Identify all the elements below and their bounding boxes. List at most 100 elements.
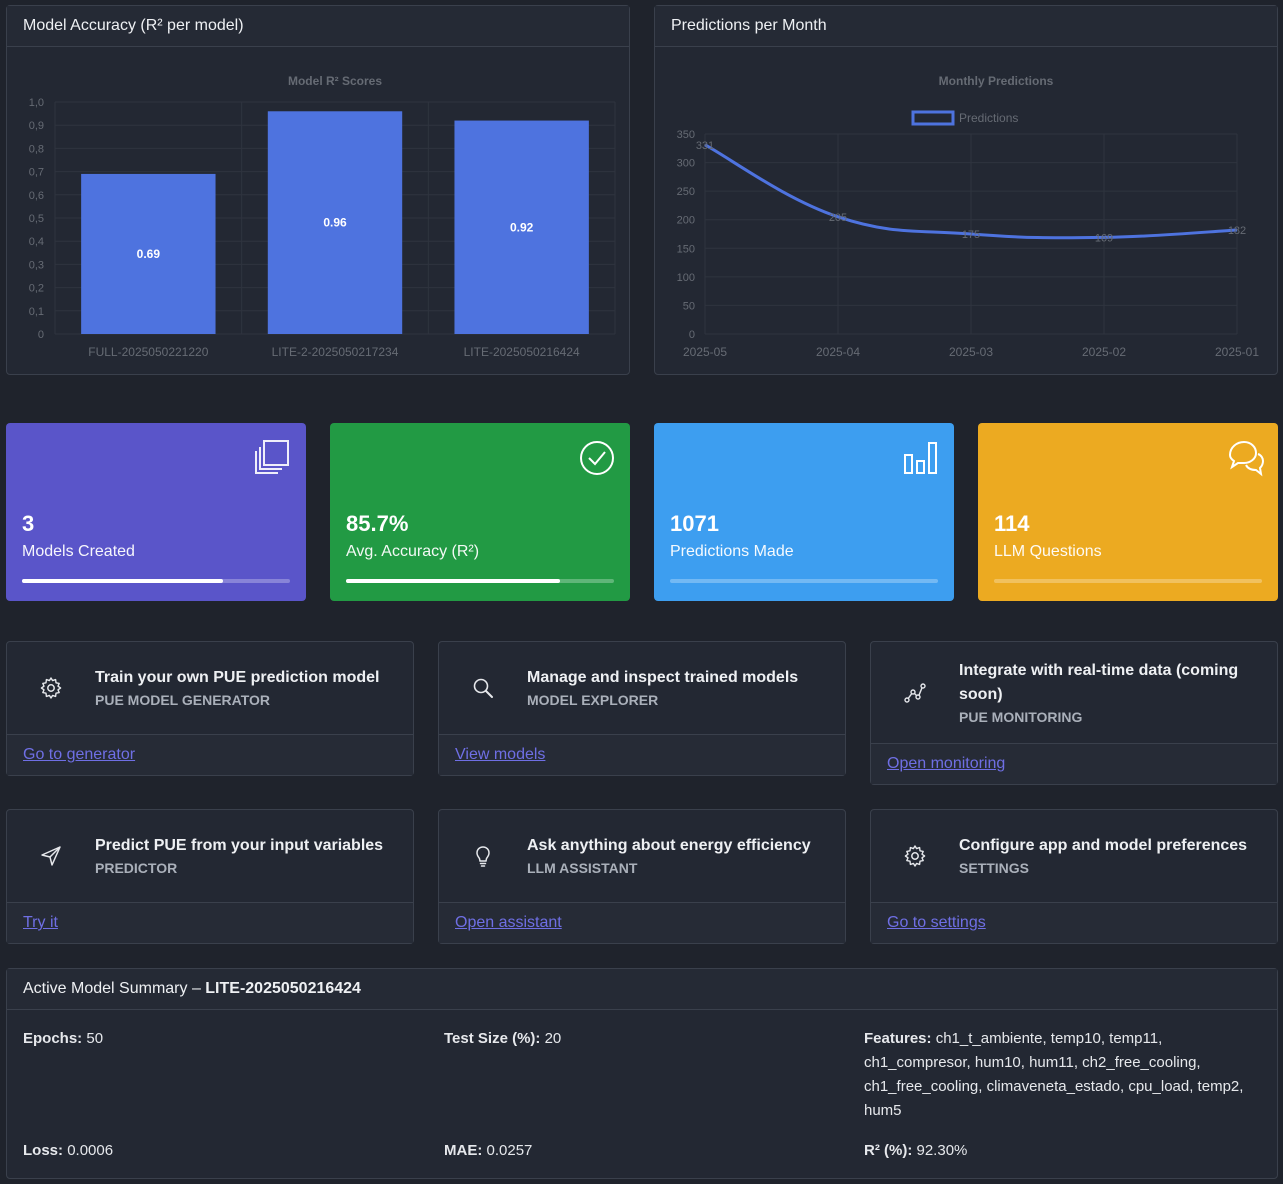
point-value-label: 182 bbox=[1228, 225, 1246, 237]
summary-header-prefix: Active Model Summary – bbox=[23, 980, 206, 997]
y-tick-label: 0 bbox=[38, 329, 44, 341]
legend-label: Predictions bbox=[959, 111, 1018, 125]
y-tick-label: 0 bbox=[689, 329, 695, 341]
stat-value: 114 bbox=[994, 511, 1030, 536]
feature-title: Ask anything about energy efficiency bbox=[527, 837, 811, 854]
feature-card-generator: Train your own PUE prediction model PUE … bbox=[6, 641, 414, 776]
open-monitoring-link[interactable]: Open monitoring bbox=[887, 755, 1006, 772]
lightbulb-icon bbox=[476, 846, 490, 867]
stat-label: LLM Questions bbox=[994, 543, 1102, 560]
summary-loss: Loss: 0.0006 bbox=[23, 1139, 113, 1163]
point-value-label: 175 bbox=[962, 229, 980, 241]
y-tick-label: 250 bbox=[677, 186, 695, 198]
graph-nodes-icon bbox=[904, 682, 926, 703]
bar bbox=[454, 120, 589, 334]
x-tick-label: LITE-2025050216424 bbox=[464, 345, 580, 359]
go-to-settings-link[interactable]: Go to settings bbox=[887, 914, 986, 931]
progress-track bbox=[994, 579, 1262, 583]
features-value: ch1_t_ambiente, temp10, temp11, ch1_comp… bbox=[864, 1030, 1244, 1119]
test-size-label: Test Size (%): bbox=[444, 1030, 541, 1047]
send-icon bbox=[41, 846, 61, 866]
view-models-link[interactable]: View models bbox=[455, 746, 546, 763]
x-tick-label: 2025-01 bbox=[1215, 345, 1259, 359]
test-size-value: 20 bbox=[544, 1030, 562, 1047]
try-it-link[interactable]: Try it bbox=[23, 914, 58, 931]
go-to-generator-link[interactable]: Go to generator bbox=[23, 746, 136, 763]
point-value-label: 169 bbox=[1095, 232, 1113, 244]
accuracy-card-header: Model Accuracy (R² per model) bbox=[7, 6, 629, 47]
feature-card-predictor: Predict PUE from your input variables PR… bbox=[6, 809, 414, 944]
feature-card-monitoring: Integrate with real-time data (coming so… bbox=[870, 641, 1278, 785]
search-icon bbox=[473, 678, 493, 698]
stat-label: Models Created bbox=[22, 543, 135, 560]
features-label: Features: bbox=[864, 1030, 932, 1047]
summary-mae: MAE: 0.0257 bbox=[444, 1139, 532, 1163]
feature-title: Train your own PUE prediction model bbox=[95, 669, 380, 686]
feature-title: Configure app and model preferences bbox=[959, 837, 1248, 854]
accuracy-card: Model Accuracy (R² per model) Model R² S… bbox=[6, 5, 630, 375]
point-value-label: 331 bbox=[696, 140, 714, 152]
progress-fill bbox=[346, 579, 561, 583]
summary-header: Active Model Summary – LITE-202505021642… bbox=[7, 969, 1277, 1010]
predictions-card: Predictions per Month Monthly Prediction… bbox=[654, 5, 1278, 375]
mae-value: 0.0257 bbox=[486, 1142, 533, 1159]
y-tick-label: 0,8 bbox=[29, 143, 44, 155]
predictions-line-chart: Monthly Predictions Predictions 0 50 100 150 2… bbox=[677, 74, 1260, 359]
summary-test-size: Test Size (%): 20 bbox=[444, 1027, 561, 1051]
x-tick-label: 2025-05 bbox=[683, 345, 727, 359]
summary-model-name: LITE-2025050216424 bbox=[205, 980, 361, 997]
feature-card-assistant: Ask anything about energy efficiency LLM… bbox=[438, 809, 846, 944]
y-tick-label: 0,3 bbox=[29, 259, 44, 271]
y-tick-label: 300 bbox=[677, 158, 695, 170]
bar-value-label: 0.92 bbox=[510, 220, 534, 234]
x-tick-label: 2025-03 bbox=[949, 345, 993, 359]
y-tick-label: 100 bbox=[677, 272, 695, 284]
r2-label: R² (%): bbox=[864, 1142, 913, 1159]
x-tick-label: FULL-2025050221220 bbox=[88, 345, 208, 359]
predictions-card-header: Predictions per Month bbox=[655, 6, 1277, 47]
progress-fill bbox=[22, 579, 223, 583]
progress-track bbox=[22, 579, 290, 583]
mae-label: MAE: bbox=[444, 1142, 483, 1159]
feature-title: Manage and inspect trained models bbox=[527, 669, 799, 686]
progress-track bbox=[346, 579, 614, 583]
stat-label: Predictions Made bbox=[670, 543, 794, 560]
feature-subtitle: PUE MODEL GENERATOR bbox=[95, 692, 271, 708]
feature-subtitle: PUE MONITORING bbox=[959, 708, 1083, 725]
progress-track bbox=[670, 579, 938, 583]
series-line bbox=[704, 143, 1238, 240]
epochs-value: 50 bbox=[86, 1030, 104, 1047]
open-assistant-link[interactable]: Open assistant bbox=[455, 914, 562, 931]
legend-swatch bbox=[911, 110, 955, 126]
y-tick-label: 50 bbox=[683, 300, 695, 312]
y-tick-label: 0,4 bbox=[29, 236, 44, 248]
feature-card-explorer: Manage and inspect trained models MODEL … bbox=[438, 641, 846, 776]
active-model-summary: Active Model Summary – LITE-202505021642… bbox=[6, 968, 1278, 1179]
stat-value: 1071 bbox=[670, 511, 719, 536]
y-tick-label: 0,1 bbox=[29, 306, 44, 318]
bar-chart-icon bbox=[904, 442, 937, 474]
feature-title: Predict PUE from your input variables bbox=[95, 837, 384, 854]
epochs-label: Epochs: bbox=[23, 1030, 83, 1047]
gear-icon bbox=[40, 677, 62, 699]
x-tick-label: LITE-2-2025050217234 bbox=[272, 345, 399, 359]
bar-value-label: 0.69 bbox=[137, 247, 161, 261]
stat-llm-questions: 114 LLM Questions bbox=[978, 423, 1278, 601]
chart-title: Model R² Scores bbox=[288, 74, 382, 88]
stat-avg-accuracy: 85.7% Avg. Accuracy (R²) bbox=[330, 423, 630, 601]
y-tick-label: 350 bbox=[677, 129, 695, 141]
y-tick-label: 0,5 bbox=[29, 213, 44, 225]
y-tick-label: 0,2 bbox=[29, 283, 44, 295]
chart-title: Monthly Predictions bbox=[939, 74, 1054, 88]
x-tick-label: 2025-04 bbox=[816, 345, 860, 359]
feature-subtitle: LLM ASSISTANT bbox=[527, 860, 638, 876]
loss-value: 0.0006 bbox=[67, 1142, 114, 1159]
feature-subtitle: MODEL EXPLORER bbox=[527, 692, 659, 708]
stat-value: 85.7% bbox=[346, 511, 409, 536]
r2-value: 92.30% bbox=[916, 1142, 968, 1159]
stat-models-created: 3 Models Created bbox=[6, 423, 306, 601]
y-tick-label: 0,6 bbox=[29, 190, 44, 202]
check-circle-icon bbox=[580, 441, 614, 475]
feature-subtitle: SETTINGS bbox=[959, 860, 1030, 876]
loss-label: Loss: bbox=[23, 1142, 64, 1159]
